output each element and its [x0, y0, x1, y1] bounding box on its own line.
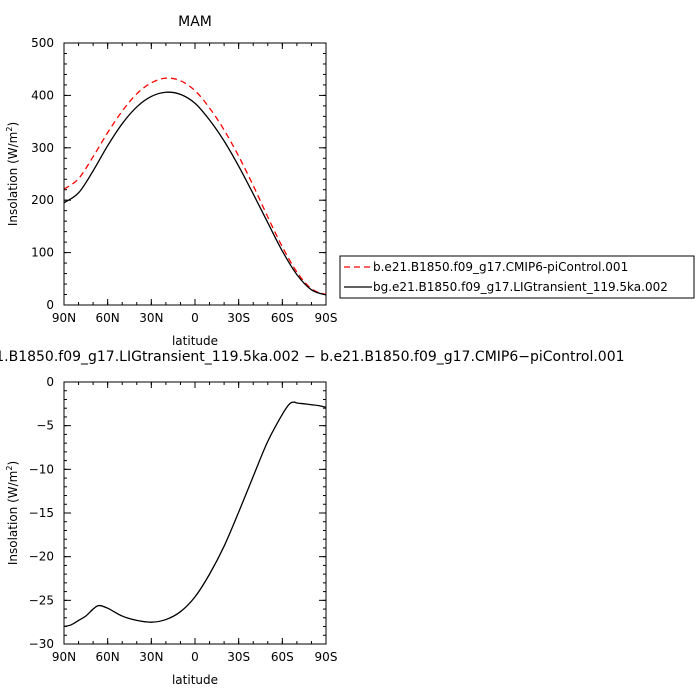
x-tick-label: 30S: [227, 650, 250, 664]
y-tick-label: 400: [31, 88, 54, 102]
x-tick-label: 60N: [96, 650, 120, 664]
x-tick-label: 90N: [52, 650, 76, 664]
x-tick-label: 30N: [139, 650, 163, 664]
bottom-panel-ylabel-sup: 2: [5, 466, 14, 471]
x-tick-label: 90N: [52, 311, 76, 325]
bottom-panel-tick-labels: 90N 60N 30N 0 30S 60S 90S 0 −5 −10 −15 −20 −25 −30: [29, 375, 338, 664]
bottom-panel: bg.e21.B1850.f09_g17.LIGtransient_119.5k…: [0, 349, 625, 687]
y-tick-label: −30: [29, 637, 54, 651]
x-tick-label: 30S: [227, 311, 250, 325]
top-panel-ylabel-main: Insolation (W/m: [6, 132, 20, 227]
bottom-panel-title: bg.e21.B1850.f09_g17.LIGtransient_119.5k…: [0, 349, 625, 365]
y-tick-label: −10: [29, 462, 54, 476]
x-tick-label: 0: [191, 311, 199, 325]
top-panel-xlabel: latitude: [172, 334, 218, 348]
x-tick-label: 90S: [315, 650, 338, 664]
top-panel-ylabel: Insolation (W/m2): [5, 122, 20, 226]
legend-label-series-1: b.e21.B1850.f09_g17.CMIP6-piControl.001: [373, 260, 628, 274]
x-tick-label: 60S: [271, 311, 294, 325]
series-line-2: [63, 91, 327, 296]
bottom-panel-ylabel: Insolation (W/m2): [5, 461, 20, 565]
y-tick-label: 100: [31, 246, 54, 260]
legend-label-series-2: bg.e21.B1850.f09_g17.LIGtransient_119.5k…: [373, 280, 668, 294]
top-panel-ylabel-end: ): [6, 122, 20, 127]
bottom-panel-ylabel-end: ): [6, 461, 20, 466]
top-panel: MAM 90N 60N 30N 0 30S 60S 90S0100200300400500 …: [5, 14, 337, 348]
legend: b.e21.B1850.f09_g17.CMIP6-piControl.001 …: [339, 255, 695, 299]
bottom-panel-ticks: [63, 381, 327, 645]
top-panel-ylabel-sup: 2: [5, 127, 14, 132]
y-tick-label: 0: [46, 375, 54, 389]
x-tick-label: 30N: [139, 311, 163, 325]
legend-box: [339, 255, 695, 299]
y-tick-label: 500: [31, 36, 54, 50]
y-tick-label: −15: [29, 506, 54, 520]
top-panel-frame: [63, 42, 327, 306]
y-tick-label: −5: [36, 419, 54, 433]
x-tick-label: 90S: [315, 311, 338, 325]
top-panel-lines: [63, 77, 327, 296]
bottom-panel-lines: [63, 401, 327, 628]
bottom-panel-frame: [63, 381, 327, 645]
y-tick-label: 0: [46, 298, 54, 312]
series-line-1: [63, 401, 327, 628]
top-panel-ticks: [63, 42, 327, 306]
bottom-panel-ylabel-main: Insolation (W/m: [6, 471, 20, 566]
bottom-panel-xlabel: latitude: [172, 673, 218, 687]
x-tick-label: 60N: [96, 311, 120, 325]
series-line-1: [63, 77, 327, 296]
y-tick-label: −25: [29, 593, 54, 607]
y-tick-label: 200: [31, 193, 54, 207]
x-tick-label: 60S: [271, 650, 294, 664]
x-tick-label: 0: [191, 650, 199, 664]
y-tick-label: −20: [29, 550, 54, 564]
top-panel-tick-labels: 90N 60N 30N 0 30S 60S 90S 0 100 200 300 400 500: [31, 36, 337, 325]
y-tick-label: 300: [31, 141, 54, 155]
top-panel-title: MAM: [178, 14, 212, 30]
